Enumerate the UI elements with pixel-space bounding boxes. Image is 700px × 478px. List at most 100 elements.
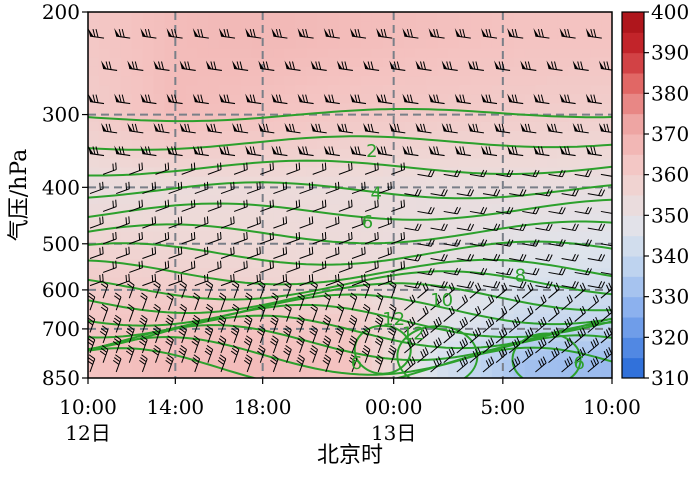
- wind-barb: [389, 60, 406, 71]
- shading-cell: [404, 66, 417, 77]
- shading-cell: [579, 30, 591, 41]
- shading-cell: [317, 94, 329, 105]
- shading-cell: [197, 259, 209, 269]
- wind-barb: [376, 28, 393, 39]
- shading-cell: [470, 259, 482, 269]
- wind-barb: [572, 60, 589, 71]
- shading-cell: [568, 204, 580, 214]
- shading-cell: [535, 185, 548, 196]
- shading-cell: [284, 268, 297, 278]
- wind-barb: [522, 206, 540, 215]
- shading-cell: [546, 368, 559, 378]
- shading-cell: [98, 76, 111, 86]
- shading-cell: [568, 140, 580, 150]
- wind-barb: [207, 260, 222, 273]
- shading-cell: [393, 259, 406, 269]
- shading-cell: [251, 286, 264, 297]
- wind-barb: [312, 260, 327, 273]
- shading-cell: [360, 176, 373, 187]
- wind-barb: [142, 181, 157, 195]
- shading-cell: [568, 259, 580, 269]
- shading-cell: [557, 12, 569, 22]
- wind-barb: [587, 281, 606, 289]
- wind-barb: [325, 273, 340, 287]
- shading-cell: [229, 12, 242, 22]
- shading-cell: [382, 130, 395, 141]
- shading-cell: [502, 66, 515, 77]
- shading-cell: [339, 286, 351, 297]
- wind-barb: [127, 60, 144, 71]
- shading-cell: [470, 130, 482, 141]
- shading-cell: [339, 149, 351, 159]
- shading-cell: [131, 222, 144, 233]
- shading-cell: [120, 341, 133, 352]
- shading-cell: [240, 222, 253, 233]
- shading-cell: [360, 121, 373, 132]
- shading-cell: [393, 204, 406, 214]
- shading-cell: [481, 286, 493, 297]
- shading-cell: [339, 103, 351, 114]
- shading-cell: [404, 30, 417, 41]
- shading-cell: [601, 94, 612, 105]
- wind-barb: [454, 28, 471, 39]
- shading-cell: [579, 350, 591, 361]
- shading-cell: [513, 185, 526, 196]
- shading-cell: [109, 167, 122, 178]
- shading-cell: [120, 323, 133, 333]
- shading-cell: [120, 85, 133, 95]
- shading-cell: [524, 341, 537, 352]
- shading-cell: [382, 39, 395, 50]
- wind-barb: [205, 60, 222, 71]
- shading-cell: [360, 149, 373, 159]
- wind-barb: [404, 356, 416, 373]
- shading-cell: [208, 85, 220, 95]
- shading-cell: [175, 249, 187, 260]
- shading-cell: [240, 167, 253, 178]
- shading-cell: [448, 66, 460, 77]
- shading-cell: [350, 85, 362, 95]
- shading-cell: [557, 295, 569, 306]
- shading-cell: [306, 140, 318, 150]
- wind-barb: [508, 294, 521, 311]
- wind-barb: [179, 122, 196, 134]
- shading-cell: [470, 85, 482, 95]
- wind-barb: [561, 356, 573, 373]
- shading-cell: [579, 103, 591, 114]
- shading-cell: [284, 286, 297, 297]
- wind-barb: [574, 206, 592, 215]
- shading-cell: [120, 30, 133, 41]
- shading-cell: [98, 359, 111, 370]
- shading-cell: [240, 295, 253, 306]
- shading-cell: [251, 341, 264, 352]
- shading-cell: [360, 204, 373, 214]
- shading-cell: [295, 76, 307, 86]
- shading-cell: [186, 94, 198, 105]
- shading-cell: [601, 167, 612, 178]
- wind-barb: [363, 60, 380, 71]
- shading-cell: [426, 121, 438, 132]
- shading-cell: [371, 57, 384, 68]
- wind-barb: [548, 206, 566, 215]
- shading-cell: [219, 304, 231, 315]
- contour-label: 6: [351, 353, 362, 374]
- shading-cell: [186, 204, 198, 214]
- wind-barb: [587, 356, 599, 373]
- shading-cell: [350, 213, 362, 224]
- shading-cell: [481, 21, 493, 31]
- colorbar-segment: [622, 32, 644, 54]
- shading-cell: [175, 341, 187, 352]
- shading-cell: [273, 213, 286, 224]
- shading-cell: [317, 185, 329, 196]
- shading-cell: [393, 85, 406, 95]
- shading-cell: [284, 304, 297, 315]
- shading-cell: [273, 21, 286, 31]
- wind-barb: [481, 93, 498, 105]
- shading-cell: [535, 359, 548, 370]
- shading-cell: [262, 286, 275, 297]
- wind-barb: [600, 327, 612, 344]
- shading-cell: [306, 185, 318, 196]
- shading-cell: [229, 259, 242, 269]
- shading-cell: [481, 350, 493, 361]
- wind-barb: [456, 316, 468, 333]
- shading-cell: [601, 66, 612, 77]
